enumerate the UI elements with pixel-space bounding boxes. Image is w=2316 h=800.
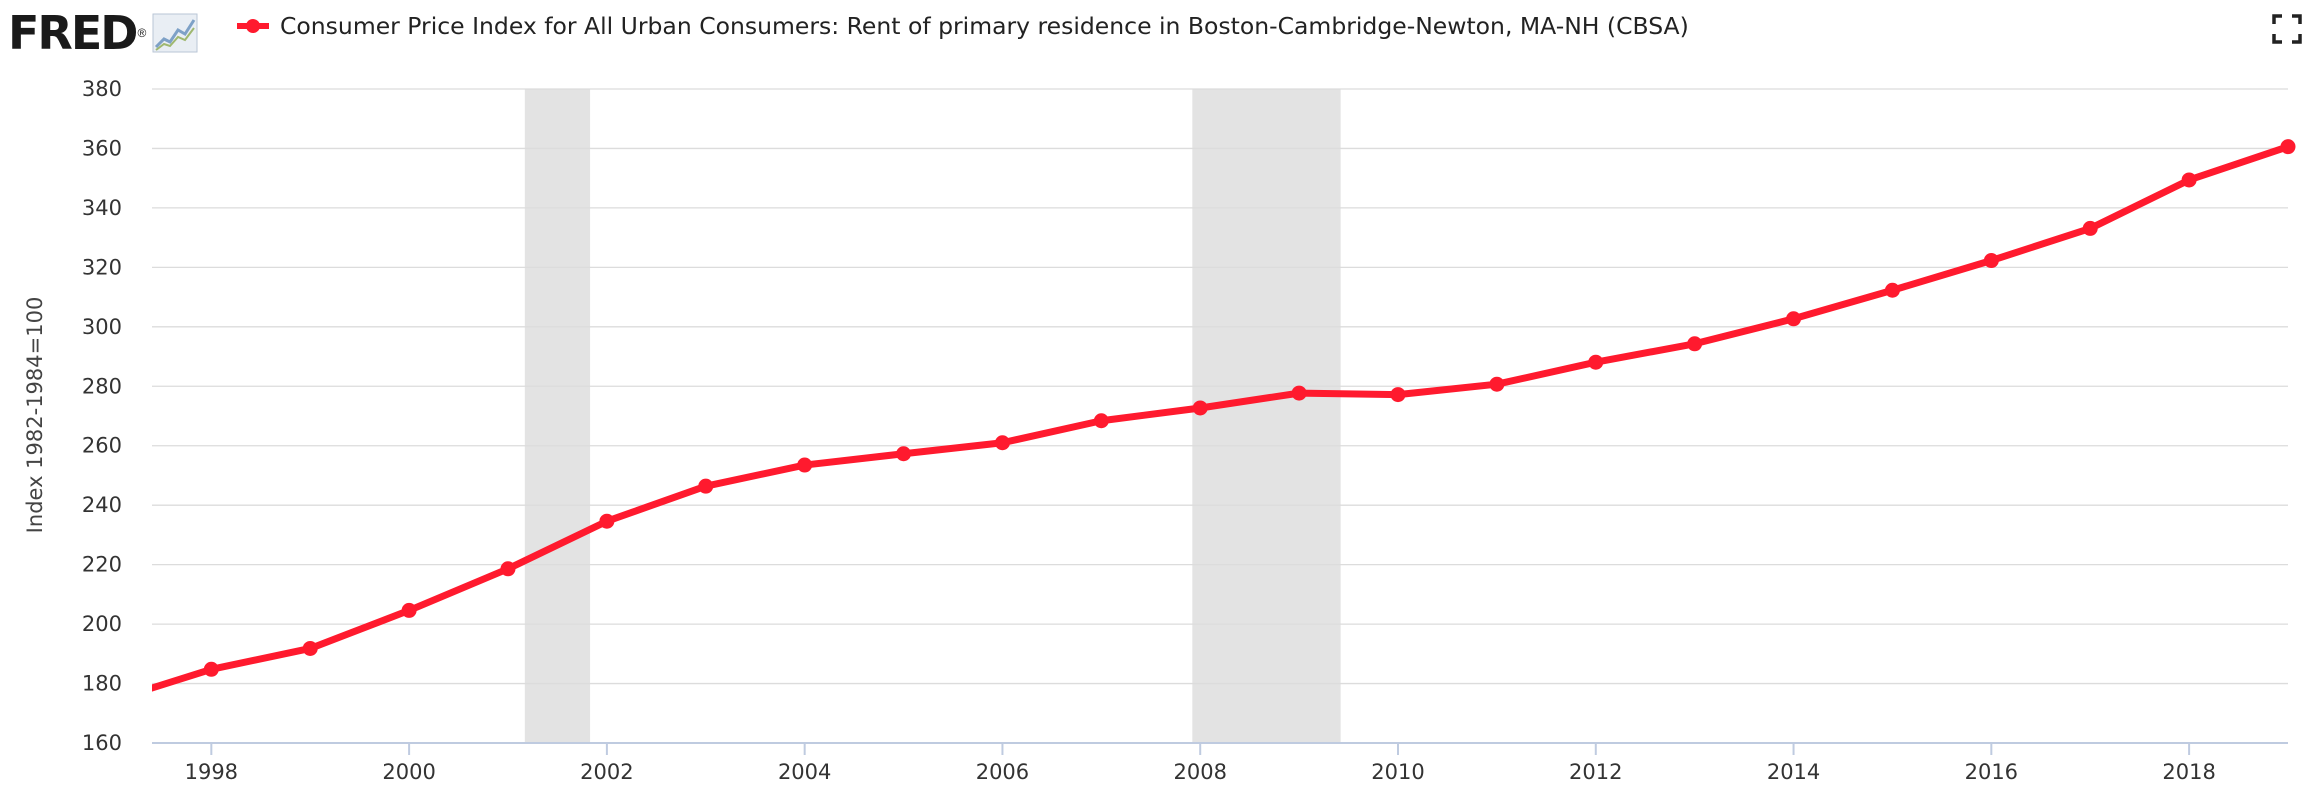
x-tick-label-2010: 2010 [1371, 760, 1424, 784]
data-point-2018[interactable] [2181, 172, 2197, 188]
data-point-2004[interactable] [797, 457, 813, 473]
data-point-2000[interactable] [401, 602, 417, 618]
legend-label: Consumer Price Index for All Urban Consu… [280, 12, 1689, 40]
data-point-1998[interactable] [203, 661, 219, 677]
y-tick-label-340: 340 [82, 196, 122, 220]
data-point-2013[interactable] [1687, 336, 1703, 352]
grid-lines [152, 88, 2288, 685]
y-tick-label-360: 360 [82, 136, 122, 160]
line-chart-icon [152, 13, 198, 53]
data-point-2009[interactable] [1291, 385, 1307, 401]
y-tick-label-180: 180 [82, 672, 122, 696]
data-point-2003[interactable] [698, 478, 714, 494]
x-tick-label-2002: 2002 [580, 760, 633, 784]
data-point-2017[interactable] [2082, 220, 2098, 236]
data-point-2012[interactable] [1588, 354, 1604, 370]
series-group [152, 139, 2296, 692]
recession-bar-1 [1192, 89, 1341, 743]
x-tick-label-2018: 2018 [2162, 760, 2215, 784]
data-point-2010[interactable] [1390, 387, 1406, 403]
recession-shading [524, 89, 1341, 743]
data-point-2001[interactable] [500, 561, 516, 577]
legend-swatch [237, 19, 269, 33]
x-tick-label-2004: 2004 [778, 760, 831, 784]
y-tick-label-300: 300 [82, 315, 122, 339]
y-tick-label-280: 280 [82, 374, 122, 398]
recession-bar-0 [524, 89, 591, 743]
y-tick-label-160: 160 [82, 731, 122, 755]
chart-header: FRED ® Consumer Price Index for All Urba… [0, 0, 2316, 70]
data-point-2016[interactable] [1983, 253, 1999, 269]
x-axis: 1998 2000 2002 2004 2006 2008 2010 2012 2014 2016… [152, 742, 2288, 784]
y-tick-label-380: 380 [82, 77, 122, 101]
fred-logo[interactable]: FRED ® [8, 4, 198, 62]
data-point-2015[interactable] [1884, 282, 1900, 298]
chart-legend[interactable]: Consumer Price Index for All Urban Consu… [236, 12, 1689, 40]
data-point-2002[interactable] [599, 513, 615, 529]
y-tick-label-200: 200 [82, 612, 122, 636]
x-tick-label-2016: 2016 [1965, 760, 2018, 784]
data-point-2008[interactable] [1192, 400, 1208, 416]
y-tick-label-240: 240 [82, 493, 122, 517]
data-point-2006[interactable] [994, 435, 1010, 451]
data-point-2007[interactable] [1093, 413, 1109, 429]
y-tick-label-260: 260 [82, 434, 122, 458]
registered-mark: ® [137, 26, 147, 40]
data-point-2005[interactable] [896, 446, 912, 462]
data-point-2014[interactable] [1786, 311, 1802, 327]
x-tick-label-1998: 1998 [185, 760, 238, 784]
y-tick-label-220: 220 [82, 553, 122, 577]
fred-wordmark: FRED [8, 6, 138, 60]
y-axis-title: Index 1982-1984=100 [23, 297, 47, 534]
y-axis: 160 180 200 220 240 260 280 300 320 340 360 380 [82, 77, 122, 755]
data-point-2011[interactable] [1489, 376, 1505, 392]
data-point-1999[interactable] [302, 640, 318, 656]
x-tick-label-2008: 2008 [1173, 760, 1226, 784]
x-tick-label-2006: 2006 [976, 760, 1029, 784]
data-point-2019[interactable] [2280, 139, 2296, 155]
x-tick-label-2000: 2000 [382, 760, 435, 784]
x-tick-label-2014: 2014 [1767, 760, 1820, 784]
y-tick-label-320: 320 [82, 255, 122, 279]
x-tick-label-2012: 2012 [1569, 760, 1622, 784]
fullscreen-icon[interactable] [2272, 14, 2302, 44]
